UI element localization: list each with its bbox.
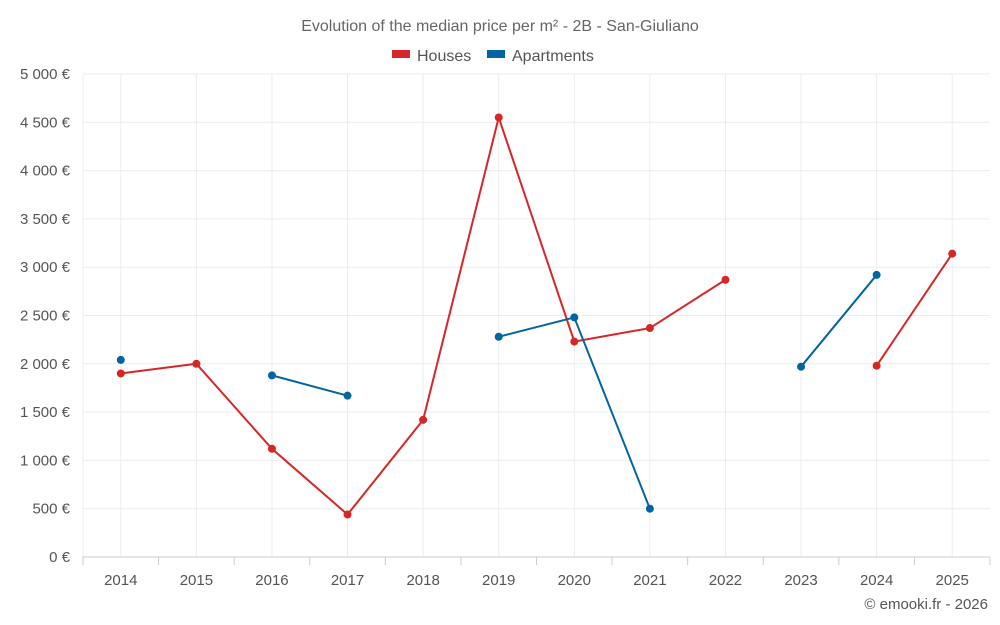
grid-lines	[82, 73, 990, 557]
series-line-apartments	[800, 273, 878, 368]
x-tick-label: 2022	[709, 572, 742, 589]
x-tick-label: 2015	[180, 572, 213, 589]
data-point-apartments[interactable]	[645, 504, 654, 513]
data-point-apartments[interactable]	[570, 313, 579, 322]
data-point-houses[interactable]	[645, 324, 654, 333]
data-point-houses[interactable]	[192, 359, 201, 368]
data-point-houses[interactable]	[419, 415, 428, 424]
data-point-houses[interactable]	[343, 510, 352, 519]
chart-title: Evolution of the median price per m² - 2…	[301, 18, 699, 35]
data-point-houses[interactable]	[267, 444, 276, 453]
legend-label-houses[interactable]: Houses	[417, 48, 471, 65]
chart-credit: © emooki.fr - 2026	[864, 596, 988, 613]
data-point-apartments[interactable]	[872, 270, 881, 279]
chart-legend: Houses Apartments	[392, 48, 594, 65]
y-tick-label: 2 000 €	[20, 356, 71, 373]
data-point-houses[interactable]	[116, 369, 125, 378]
x-tick-label: 2021	[633, 572, 666, 589]
x-tick-label: 2023	[784, 572, 817, 589]
y-tick-label: 0 €	[49, 549, 71, 566]
y-tick-label: 5 000 €	[20, 66, 71, 83]
data-point-apartments[interactable]	[116, 355, 125, 364]
x-tick-label: 2025	[936, 572, 969, 589]
data-point-houses[interactable]	[872, 361, 881, 370]
x-tick-label: 2016	[255, 572, 288, 589]
legend-swatch-houses[interactable]	[392, 50, 410, 58]
data-point-apartments[interactable]	[267, 371, 276, 380]
x-tick-label: 2017	[331, 572, 364, 589]
y-tick-label: 4 000 €	[20, 163, 71, 180]
y-tick-label: 2 500 €	[20, 308, 71, 325]
y-axis: 0 € 500 € 1 000 € 1 500 € 2 000 € 2 500 € 3 00…	[20, 66, 71, 566]
series-line-houses	[875, 252, 954, 367]
x-tick-label: 2019	[482, 572, 515, 589]
data-point-apartments[interactable]	[494, 332, 503, 341]
data-point-apartments[interactable]	[343, 391, 352, 400]
y-tick-label: 1 000 €	[20, 452, 71, 469]
data-point-houses[interactable]	[948, 249, 957, 258]
legend-swatch-apartments[interactable]	[487, 50, 505, 58]
series-layer	[116, 113, 957, 519]
y-tick-label: 3 000 €	[20, 259, 71, 276]
x-tick-label: 2024	[860, 572, 893, 589]
data-point-apartments[interactable]	[797, 362, 806, 371]
x-tick-label: 2020	[558, 572, 591, 589]
y-tick-label: 3 500 €	[20, 211, 71, 228]
legend-label-apartments[interactable]: Apartments	[512, 48, 594, 65]
y-tick-label: 500 €	[32, 501, 70, 518]
data-point-houses[interactable]	[494, 113, 503, 122]
x-axis: 2014 2015 2016 2017 2018 2019 2020 2021 2022 2023…	[82, 556, 991, 589]
series-line-apartments	[270, 374, 349, 397]
data-point-houses[interactable]	[721, 275, 730, 284]
data-point-houses[interactable]	[570, 337, 579, 346]
y-tick-label: 1 500 €	[20, 404, 71, 421]
x-tick-label: 2018	[406, 572, 439, 589]
y-tick-label: 4 500 €	[20, 114, 71, 131]
x-tick-label: 2014	[104, 572, 137, 589]
